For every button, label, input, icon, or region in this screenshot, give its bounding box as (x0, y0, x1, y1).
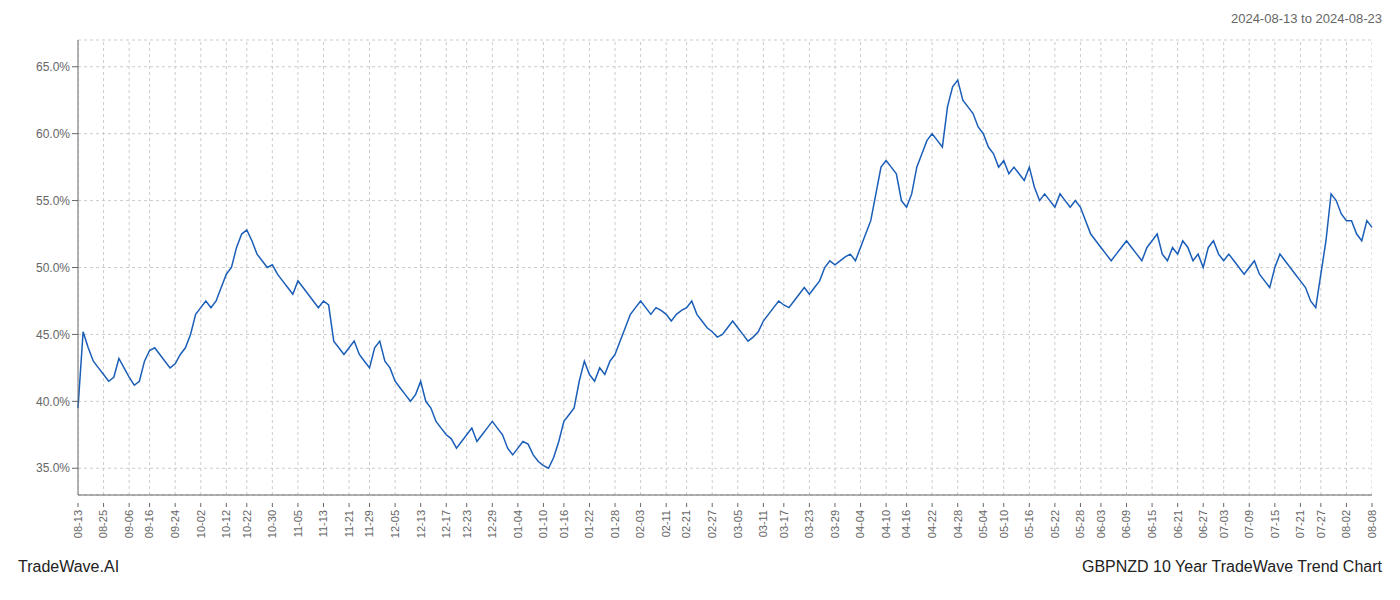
svg-text:04-04: 04-04 (854, 510, 866, 538)
svg-text:06-27: 06-27 (1197, 510, 1209, 538)
svg-text:01-16: 01-16 (558, 510, 570, 538)
svg-text:08-13: 08-13 (72, 510, 84, 538)
svg-text:11-05: 11-05 (292, 510, 304, 537)
svg-text:07-21: 07-21 (1294, 510, 1306, 538)
svg-text:04-22: 04-22 (926, 510, 938, 538)
svg-text:08-08: 08-08 (1366, 510, 1378, 538)
svg-text:12-29: 12-29 (486, 510, 498, 538)
svg-text:50.0%: 50.0% (36, 261, 70, 275)
svg-text:05-22: 05-22 (1049, 510, 1061, 538)
svg-text:10-02: 10-02 (195, 510, 207, 538)
svg-text:12-05: 12-05 (389, 510, 401, 538)
svg-text:06-21: 06-21 (1171, 510, 1183, 538)
svg-text:10-30: 10-30 (266, 510, 278, 538)
svg-text:09-24: 09-24 (169, 510, 181, 538)
svg-text:10-12: 10-12 (220, 510, 232, 538)
svg-text:05-16: 05-16 (1023, 510, 1035, 538)
svg-text:11-13: 11-13 (317, 510, 329, 537)
svg-text:55.0%: 55.0% (36, 194, 70, 208)
svg-text:03-11: 03-11 (757, 510, 769, 537)
svg-text:40.0%: 40.0% (36, 395, 70, 409)
svg-text:12-23: 12-23 (461, 510, 473, 538)
svg-text:11-21: 11-21 (343, 510, 355, 537)
svg-text:07-15: 07-15 (1269, 510, 1281, 538)
svg-text:05-28: 05-28 (1074, 510, 1086, 538)
svg-text:09-06: 09-06 (123, 510, 135, 538)
svg-text:04-28: 04-28 (952, 510, 964, 538)
svg-text:03-29: 03-29 (829, 510, 841, 538)
html-text:TradeWave.AI: TradeWave.AI (18, 558, 120, 575)
svg-text:01-10: 01-10 (537, 510, 549, 538)
svg-text:01-04: 01-04 (512, 510, 524, 538)
svg-text:02-11: 02-11 (660, 510, 672, 537)
svg-text:01-28: 01-28 (609, 510, 621, 538)
svg-text:02-27: 02-27 (706, 510, 718, 538)
svg-text:01-22: 01-22 (583, 510, 595, 538)
svg-text:06-09: 06-09 (1120, 510, 1132, 538)
svg-text:02-21: 02-21 (680, 510, 692, 538)
svg-text:09-16: 09-16 (143, 510, 155, 538)
svg-text:03-23: 03-23 (803, 510, 815, 538)
svg-text:07-27: 07-27 (1315, 510, 1327, 538)
svg-text:05-04: 05-04 (977, 510, 989, 538)
html-text:2024-08-13 to 2024-08-23: 2024-08-13 to 2024-08-23 (1230, 11, 1382, 26)
svg-text:11-29: 11-29 (363, 510, 375, 537)
svg-text:65.0%: 65.0% (36, 60, 70, 74)
svg-text:08-25: 08-25 (97, 510, 109, 538)
svg-text:06-15: 06-15 (1146, 510, 1158, 538)
svg-text:06-03: 06-03 (1095, 510, 1107, 538)
svg-text:35.0%: 35.0% (36, 461, 70, 475)
svg-text:02-03: 02-03 (634, 510, 646, 538)
svg-text:04-10: 04-10 (880, 510, 892, 538)
svg-text:03-05: 03-05 (732, 510, 744, 538)
svg-text:60.0%: 60.0% (36, 127, 70, 141)
svg-text:45.0%: 45.0% (36, 328, 70, 342)
svg-text:10-22: 10-22 (241, 510, 253, 538)
svg-text:08-02: 08-02 (1340, 510, 1352, 538)
svg-text:03-17: 03-17 (778, 510, 790, 538)
svg-text:07-03: 07-03 (1218, 510, 1230, 538)
svg-text:12-17: 12-17 (440, 510, 452, 538)
html-text:GBPNZD 10 Year TradeWave Trend: GBPNZD 10 Year TradeWave Trend Chart (1082, 558, 1382, 575)
svg-text:12-13: 12-13 (415, 510, 427, 538)
svg-text:04-16: 04-16 (900, 510, 912, 538)
svg-text:05-10: 05-10 (998, 510, 1010, 538)
svg-text:07-09: 07-09 (1243, 510, 1255, 538)
